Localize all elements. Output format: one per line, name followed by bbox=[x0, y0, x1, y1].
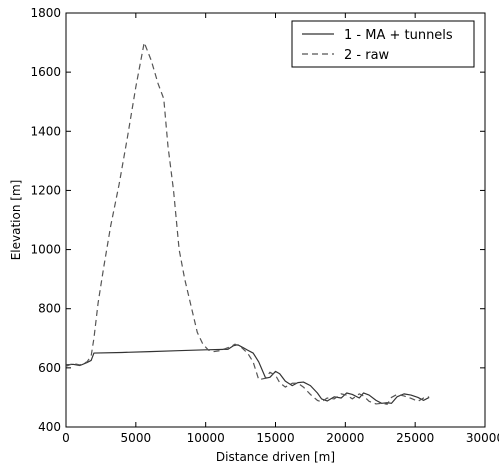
x-tick-label: 0 bbox=[62, 431, 70, 445]
x-tick-label: 25000 bbox=[396, 431, 434, 445]
x-tick-label: 5000 bbox=[121, 431, 152, 445]
y-axis-label: Elevation [m] bbox=[9, 180, 23, 261]
y-tick-label: 1200 bbox=[30, 183, 61, 197]
y-tick-label: 1000 bbox=[30, 243, 61, 257]
x-tick-label: 30000 bbox=[466, 431, 499, 445]
series-line-2 bbox=[65, 41, 430, 405]
x-tick-label: 15000 bbox=[256, 431, 294, 445]
series-line-1 bbox=[65, 344, 430, 404]
y-tick-label: 800 bbox=[38, 302, 61, 316]
y-tick-label: 600 bbox=[38, 361, 61, 375]
x-tick-label: 10000 bbox=[187, 431, 225, 445]
legend-label-1: 1 - MA + tunnels bbox=[344, 28, 453, 43]
legend-label-2: 2 - raw bbox=[344, 48, 390, 63]
y-tick-label: 400 bbox=[38, 420, 61, 434]
x-axis-label: Distance driven [m] bbox=[216, 450, 335, 464]
x-tick-label: 20000 bbox=[326, 431, 364, 445]
y-tick-label: 1600 bbox=[30, 65, 61, 79]
y-tick-label: 1400 bbox=[30, 124, 61, 138]
legend-box bbox=[291, 20, 475, 68]
y-tick-label: 1800 bbox=[30, 6, 61, 20]
plot-frame bbox=[65, 12, 486, 428]
